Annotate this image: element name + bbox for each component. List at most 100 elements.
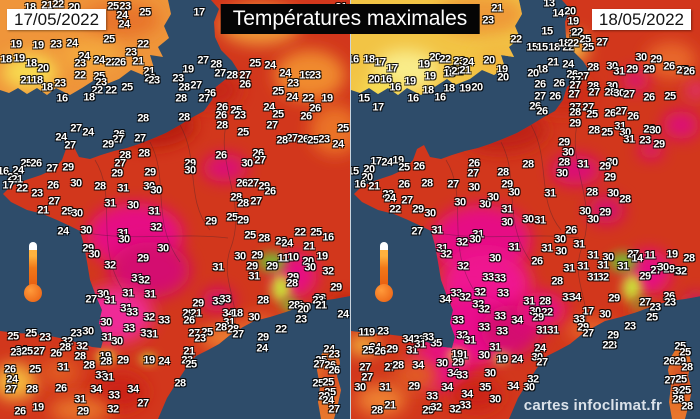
temp-label: 27 — [250, 195, 262, 208]
temp-label: 22 — [602, 339, 614, 352]
temp-label: 26 — [215, 149, 227, 162]
temp-label: 28 — [683, 252, 695, 265]
temp-label: 31 — [120, 302, 132, 315]
temp-label: 24 — [462, 56, 474, 69]
temp-label: 19 — [424, 70, 436, 83]
temp-label: 20 — [527, 67, 539, 80]
watermark: cartes infoclimat.fr — [523, 397, 662, 414]
temp-label: 23 — [148, 74, 160, 87]
temp-label: 29 — [82, 242, 94, 255]
temp-label: 25 — [226, 211, 238, 224]
temp-label: 28 — [286, 277, 298, 290]
temp-label: 18 — [25, 57, 37, 70]
temp-label: 34 — [402, 333, 414, 346]
temp-label: 15 — [358, 92, 370, 105]
temp-label: 31 — [131, 272, 143, 285]
temp-label: 34 — [461, 388, 473, 401]
temp-label: 26 — [683, 65, 695, 78]
temp-label: 26 — [47, 179, 59, 192]
temp-label: 28 — [258, 232, 270, 245]
temp-label: 31 — [489, 341, 501, 354]
temp-label: 18 — [41, 81, 53, 94]
temp-label: 19 — [13, 52, 25, 65]
temp-label: 23 — [377, 325, 389, 338]
temp-label: 24 — [281, 237, 293, 250]
temp-label: 29 — [607, 329, 619, 342]
temp-label: 33 — [450, 287, 462, 300]
temp-label: 31 — [587, 271, 599, 284]
temp-label: 28 — [421, 177, 433, 190]
temp-label: 26 — [113, 128, 125, 141]
temp-label: 18 — [31, 74, 43, 87]
temp-label: 28 — [175, 92, 187, 105]
temp-label: 25 — [272, 85, 284, 98]
temp-label: 34 — [222, 307, 234, 320]
temp-label: 29 — [650, 53, 662, 66]
temp-label: 28 — [539, 295, 551, 308]
temp-label: 29 — [569, 117, 581, 130]
temp-label: 24 — [562, 58, 574, 71]
temp-label: 29 — [674, 265, 686, 278]
temp-label: 13 — [543, 0, 555, 10]
temp-label: 27 — [85, 293, 97, 306]
temp-label: 25 — [93, 70, 105, 83]
temp-label: 27 — [232, 328, 244, 341]
temp-label: 24 — [279, 67, 291, 80]
temp-label: 31 — [144, 288, 156, 301]
temp-label: 30 — [454, 196, 466, 209]
temp-label: 33 — [478, 321, 490, 334]
temp-label: 31 — [436, 242, 448, 255]
temp-label: 26 — [14, 405, 26, 418]
temp-label: 27 — [33, 345, 45, 358]
temp-label: 33 — [496, 325, 508, 338]
temp-label: 23 — [172, 72, 184, 85]
thermometer-icon — [375, 242, 393, 302]
temp-label: 32 — [472, 298, 484, 311]
temp-label: 23 — [309, 69, 321, 82]
temp-label: 29 — [111, 167, 123, 180]
temp-label: 31 — [534, 214, 546, 227]
temp-label: 19 — [496, 63, 508, 76]
temp-label: 32 — [150, 221, 162, 234]
temp-label: 25 — [315, 354, 327, 367]
temp-label: 26 — [204, 87, 216, 100]
temp-label: 33 — [95, 369, 107, 382]
temp-label: 30 — [82, 325, 94, 338]
temp-label: 19 — [358, 326, 370, 339]
temp-label: 30 — [579, 205, 591, 218]
temp-label: 32 — [456, 329, 468, 342]
temp-label: 27 — [64, 139, 76, 152]
temp-label: 21 — [547, 56, 559, 69]
temp-label: 25 — [675, 373, 687, 386]
temp-label: 20 — [483, 54, 495, 67]
temp-label: 26 — [236, 177, 248, 190]
temp-label: 27 — [254, 154, 266, 167]
temp-label: 23 — [10, 346, 22, 359]
map-panel-right: 1618171720161619192022232422182221201920… — [350, 0, 700, 419]
temp-label: 30 — [635, 51, 647, 64]
temp-label: 30 — [143, 180, 155, 193]
temp-label: 23 — [314, 292, 326, 305]
temp-label: 26 — [374, 345, 386, 358]
temp-label: 28 — [371, 404, 383, 417]
temp-label: 31 — [613, 65, 625, 78]
temp-label: 27 — [137, 397, 149, 410]
temp-label: 19 — [32, 401, 44, 414]
temp-label: 22 — [510, 33, 522, 46]
temp-label: 26 — [398, 178, 410, 191]
temp-label: 19 — [496, 353, 508, 366]
temp-label: 25 — [103, 33, 115, 46]
temp-label: 28 — [83, 359, 95, 372]
temp-label: 29 — [182, 307, 194, 320]
temp-label: 32 — [675, 265, 687, 278]
temp-label: 31 — [122, 287, 134, 300]
temp-label: 26 — [324, 359, 336, 372]
temp-label: 34 — [412, 359, 424, 372]
temp-label: 27 — [596, 36, 608, 49]
temp-label: 26 — [536, 105, 548, 118]
temp-label: 31 — [57, 361, 69, 374]
temp-label: 30 — [127, 199, 139, 212]
temp-label: 26 — [328, 364, 340, 377]
temp-label: 31 — [101, 331, 113, 344]
temp-label: 28 — [59, 341, 71, 354]
